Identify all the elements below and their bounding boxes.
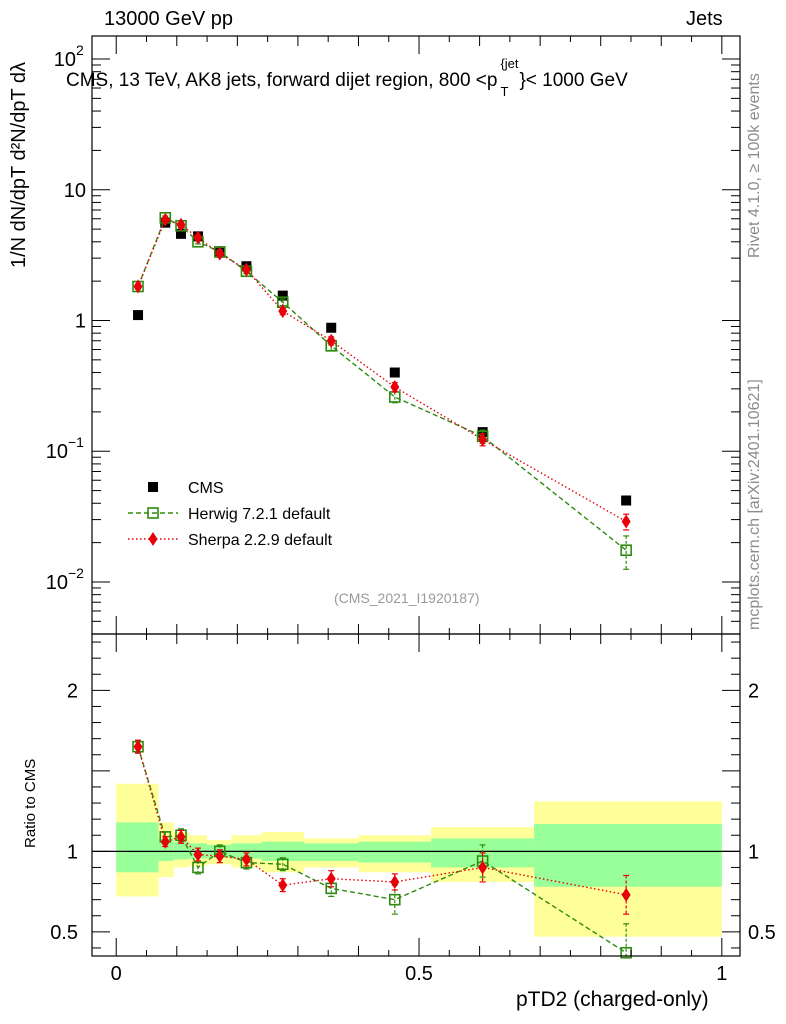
mcplots-label: mcplots.cern.ch [arXiv:2401.10621] <box>746 379 763 630</box>
ratio-y-tick-label-l-0: 0.5 <box>50 922 78 944</box>
ratio-y-axis-label: Ratio to CMS <box>22 758 39 848</box>
main-y-tick-label-4: 10 <box>54 49 76 71</box>
main-herwig-point-10 <box>620 544 632 556</box>
main-cms-point-2 <box>176 228 187 239</box>
band-inner-10 <box>534 823 722 887</box>
plot-title: CMS, 13 TeV, AK8 jets, forward dijet reg… <box>66 56 628 99</box>
header-right-label: Jets <box>686 8 723 30</box>
ratio-y-tick-label-r-1: 1 <box>748 841 759 863</box>
main-y-tick-label-0: 10 <box>46 572 68 594</box>
main-sherpa-point-9 <box>478 432 488 447</box>
legend-label-herwig: Herwig 7.2.1 default <box>188 506 331 523</box>
ratio-sherpa-point-0 <box>133 739 143 754</box>
main-y-tick-label-1: 10 <box>46 441 68 463</box>
band-inner-2 <box>173 841 189 860</box>
plot-title-main: CMS, 13 TeV, AK8 jets, forward dijet reg… <box>66 70 498 91</box>
ratio-y-tick-label-l-1: 1 <box>67 841 78 863</box>
panel-frames <box>91 35 741 957</box>
x-axis-label: pTD2 (charged-only) <box>516 988 709 1011</box>
ratio-herwig-point-6 <box>276 858 289 871</box>
rivet-version-label: Rivet 4.1.0, ≥ 100k events <box>746 73 763 258</box>
ratio-panel-frame <box>91 633 741 957</box>
main-sherpa-point-7 <box>326 333 336 348</box>
main-sherpa-point-5 <box>241 262 251 277</box>
ratio-sherpa-point-10 <box>621 887 631 902</box>
main-sherpa-point-2 <box>176 217 186 232</box>
x-tick-label-2: 1 <box>716 963 727 985</box>
watermark: (CMS_2021_I1920187) <box>334 590 480 606</box>
ratio-panel-series <box>132 739 632 959</box>
main-sherpa-line <box>137 218 627 523</box>
ratio-sherpa-point-4 <box>215 849 225 864</box>
x-tick-label-0: 0 <box>111 963 122 985</box>
main-sherpa-point-6 <box>278 304 288 319</box>
main-y-tick-exp-1: −1 <box>68 434 84 450</box>
axis-ticks <box>92 36 740 956</box>
ratio-sherpa-point-7 <box>326 871 336 886</box>
plot-title-end: }< 1000 GeV <box>519 70 628 91</box>
ratio-herwig-point-3 <box>192 861 204 874</box>
main-cms-point-7 <box>326 322 337 333</box>
main-y-axis-label: 1/N dN/dpT d²N/dpT dλ <box>8 61 30 268</box>
legend-marker-herwig <box>147 507 159 519</box>
ratio-sherpa-point-2 <box>176 829 186 844</box>
ratio-sherpa-point-8 <box>390 874 400 889</box>
main-cms-point-0 <box>133 310 144 321</box>
legend-label-cms: CMS <box>188 480 224 497</box>
ratio-sherpa-point-5 <box>241 852 251 867</box>
main-y-tick-label-2: 1 <box>75 310 86 332</box>
ratio-y-tick-label-l-3: 2 <box>67 680 78 702</box>
main-sherpa-point-10 <box>621 514 631 529</box>
header-left-label: 13000 GeV pp <box>104 8 233 30</box>
legend-marker-sherpa <box>148 532 158 546</box>
plot-title-sup: {jet <box>500 56 519 71</box>
x-tick-label-1: 0.5 <box>405 963 433 985</box>
main-herwig-line <box>137 216 627 551</box>
main-cms-point-10 <box>621 495 632 506</box>
ratio-y-tick-label-r-0: 0.5 <box>748 922 776 944</box>
ratio-sherpa-point-9 <box>478 860 488 875</box>
band-inner-7 <box>303 843 359 862</box>
ratio-sherpa-point-3 <box>193 847 203 862</box>
main-sherpa-point-1 <box>160 212 170 227</box>
ratio-y-tick-label-r-3: 2 <box>748 680 759 702</box>
ratio-sherpa-point-1 <box>160 834 170 849</box>
main-y-tick-exp-0: −2 <box>68 565 84 581</box>
main-sherpa-point-0 <box>133 279 143 294</box>
main-y-tick-label-3: 10 <box>64 180 86 202</box>
main-sherpa-point-8 <box>390 379 400 394</box>
band-inner-0 <box>116 822 159 873</box>
main-cms-point-8 <box>389 367 400 378</box>
main-panel-series <box>132 212 632 570</box>
ratio-sherpa-point-6 <box>278 878 288 893</box>
main-sherpa-point-4 <box>215 246 225 261</box>
main-cms-point-6 <box>277 290 288 301</box>
legend-marker-cms <box>148 482 158 492</box>
ratio-uncertainty-bands <box>116 783 722 937</box>
plot-title-sub: T <box>500 84 509 99</box>
legend-label-sherpa: Sherpa 2.2.9 default <box>188 532 333 549</box>
ratio-herwig-point-8 <box>389 893 401 906</box>
main-y-tick-exp-4: 2 <box>76 42 84 58</box>
band-inner-8 <box>358 841 432 863</box>
main-sherpa-point-3 <box>193 230 203 245</box>
legend: CMS Herwig 7.2.1 default Sherpa 2.2.9 defa… <box>128 480 333 549</box>
